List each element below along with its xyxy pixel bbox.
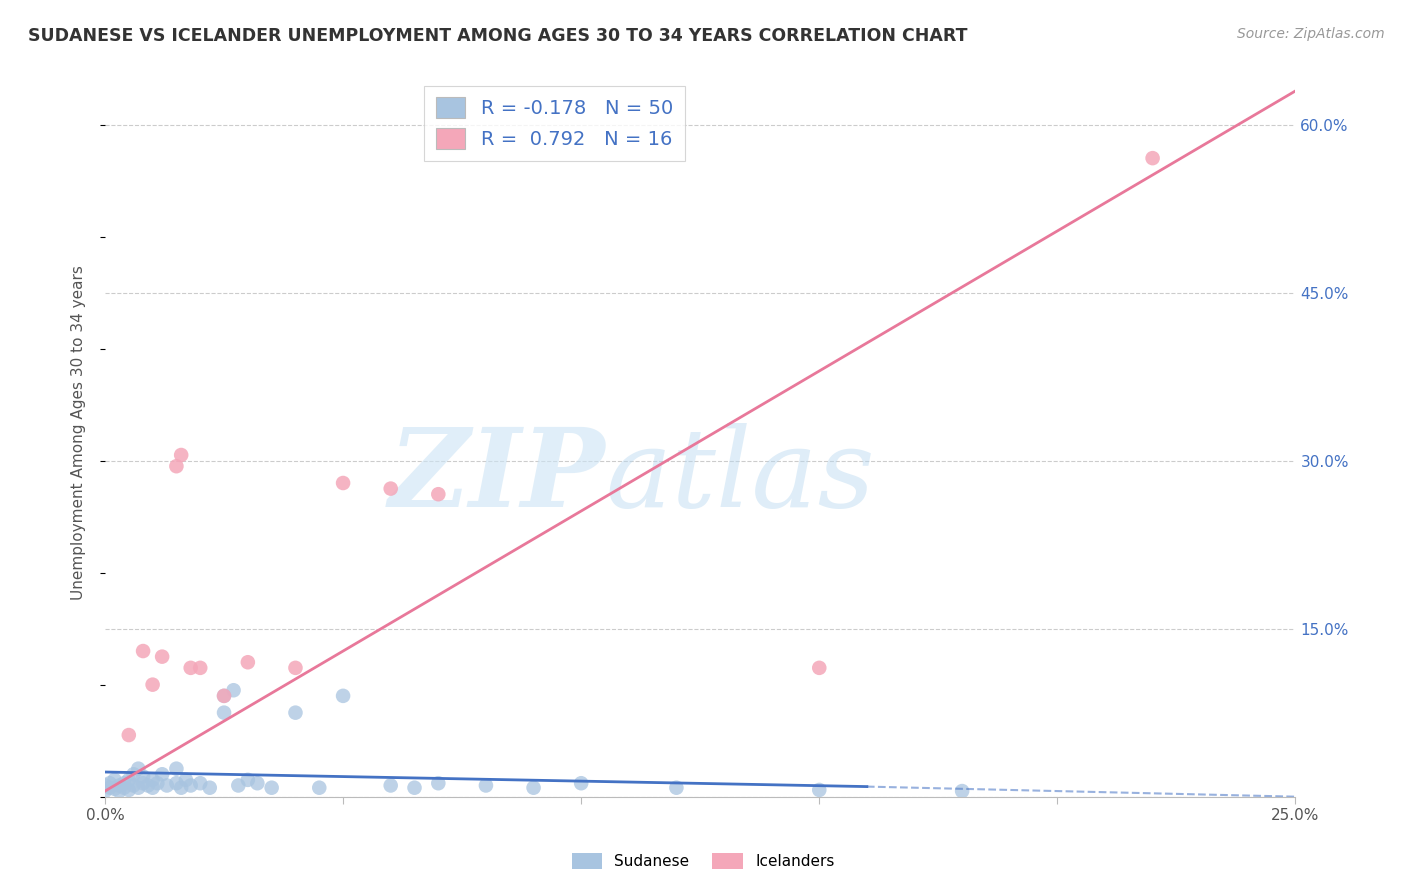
Point [98, 776, 121, 790]
Point [142, 678, 165, 692]
Point [127, 762, 149, 776]
Text: Source: ZipAtlas.com: Source: ZipAtlas.com [1237, 27, 1385, 41]
Point [122, 779, 145, 793]
Point [132, 776, 155, 790]
Point [808, 783, 831, 797]
Point [118, 728, 141, 742]
Point [98, 780, 121, 795]
Point [94, 784, 117, 798]
Point [118, 772, 141, 787]
Y-axis label: Unemployment Among Ages 30 to 34 years: Unemployment Among Ages 30 to 34 years [72, 265, 86, 600]
Point [427, 776, 450, 790]
Point [103, 772, 125, 787]
Point [475, 779, 498, 793]
Point [222, 683, 245, 698]
Point [188, 661, 211, 675]
Point [188, 776, 211, 790]
Point [150, 767, 173, 781]
Point [156, 779, 179, 793]
Point [308, 780, 330, 795]
Point [103, 781, 125, 796]
Point [212, 689, 235, 703]
Point [808, 661, 831, 675]
Point [404, 780, 426, 795]
Legend: Sudanese, Icelanders: Sudanese, Icelanders [565, 847, 841, 875]
Point [198, 780, 221, 795]
Point [522, 780, 544, 795]
Point [427, 487, 450, 501]
Point [108, 779, 131, 793]
Point [132, 644, 155, 658]
Point [142, 780, 165, 795]
Point [284, 706, 307, 720]
Text: ZIP: ZIP [388, 423, 605, 530]
Point [132, 770, 155, 784]
Point [146, 776, 169, 790]
Point [665, 780, 688, 795]
Point [950, 784, 973, 798]
Point [136, 779, 159, 793]
Point [165, 459, 187, 474]
Point [212, 689, 235, 703]
Point [165, 762, 187, 776]
Point [170, 448, 193, 462]
Point [108, 784, 131, 798]
Point [236, 655, 259, 669]
Point [94, 779, 117, 793]
Point [127, 780, 149, 795]
Point [118, 783, 141, 797]
Point [180, 779, 202, 793]
Point [236, 772, 259, 787]
Point [112, 780, 135, 795]
Point [284, 661, 307, 675]
Point [228, 779, 250, 793]
Text: atlas: atlas [605, 423, 875, 530]
Point [332, 475, 354, 490]
Point [1142, 151, 1164, 165]
Point [180, 661, 202, 675]
Point [260, 780, 283, 795]
Point [112, 776, 135, 790]
Point [380, 779, 402, 793]
Point [165, 776, 187, 790]
Legend: R = -0.178   N = 50, R =  0.792   N = 16: R = -0.178 N = 50, R = 0.792 N = 16 [425, 86, 685, 161]
Point [174, 772, 197, 787]
Point [150, 649, 173, 664]
Point [246, 776, 269, 790]
Point [170, 780, 193, 795]
Point [142, 772, 165, 787]
Point [380, 482, 402, 496]
Point [212, 706, 235, 720]
Point [122, 767, 145, 781]
Text: SUDANESE VS ICELANDER UNEMPLOYMENT AMONG AGES 30 TO 34 YEARS CORRELATION CHART: SUDANESE VS ICELANDER UNEMPLOYMENT AMONG… [28, 27, 967, 45]
Point [569, 776, 592, 790]
Point [332, 689, 354, 703]
